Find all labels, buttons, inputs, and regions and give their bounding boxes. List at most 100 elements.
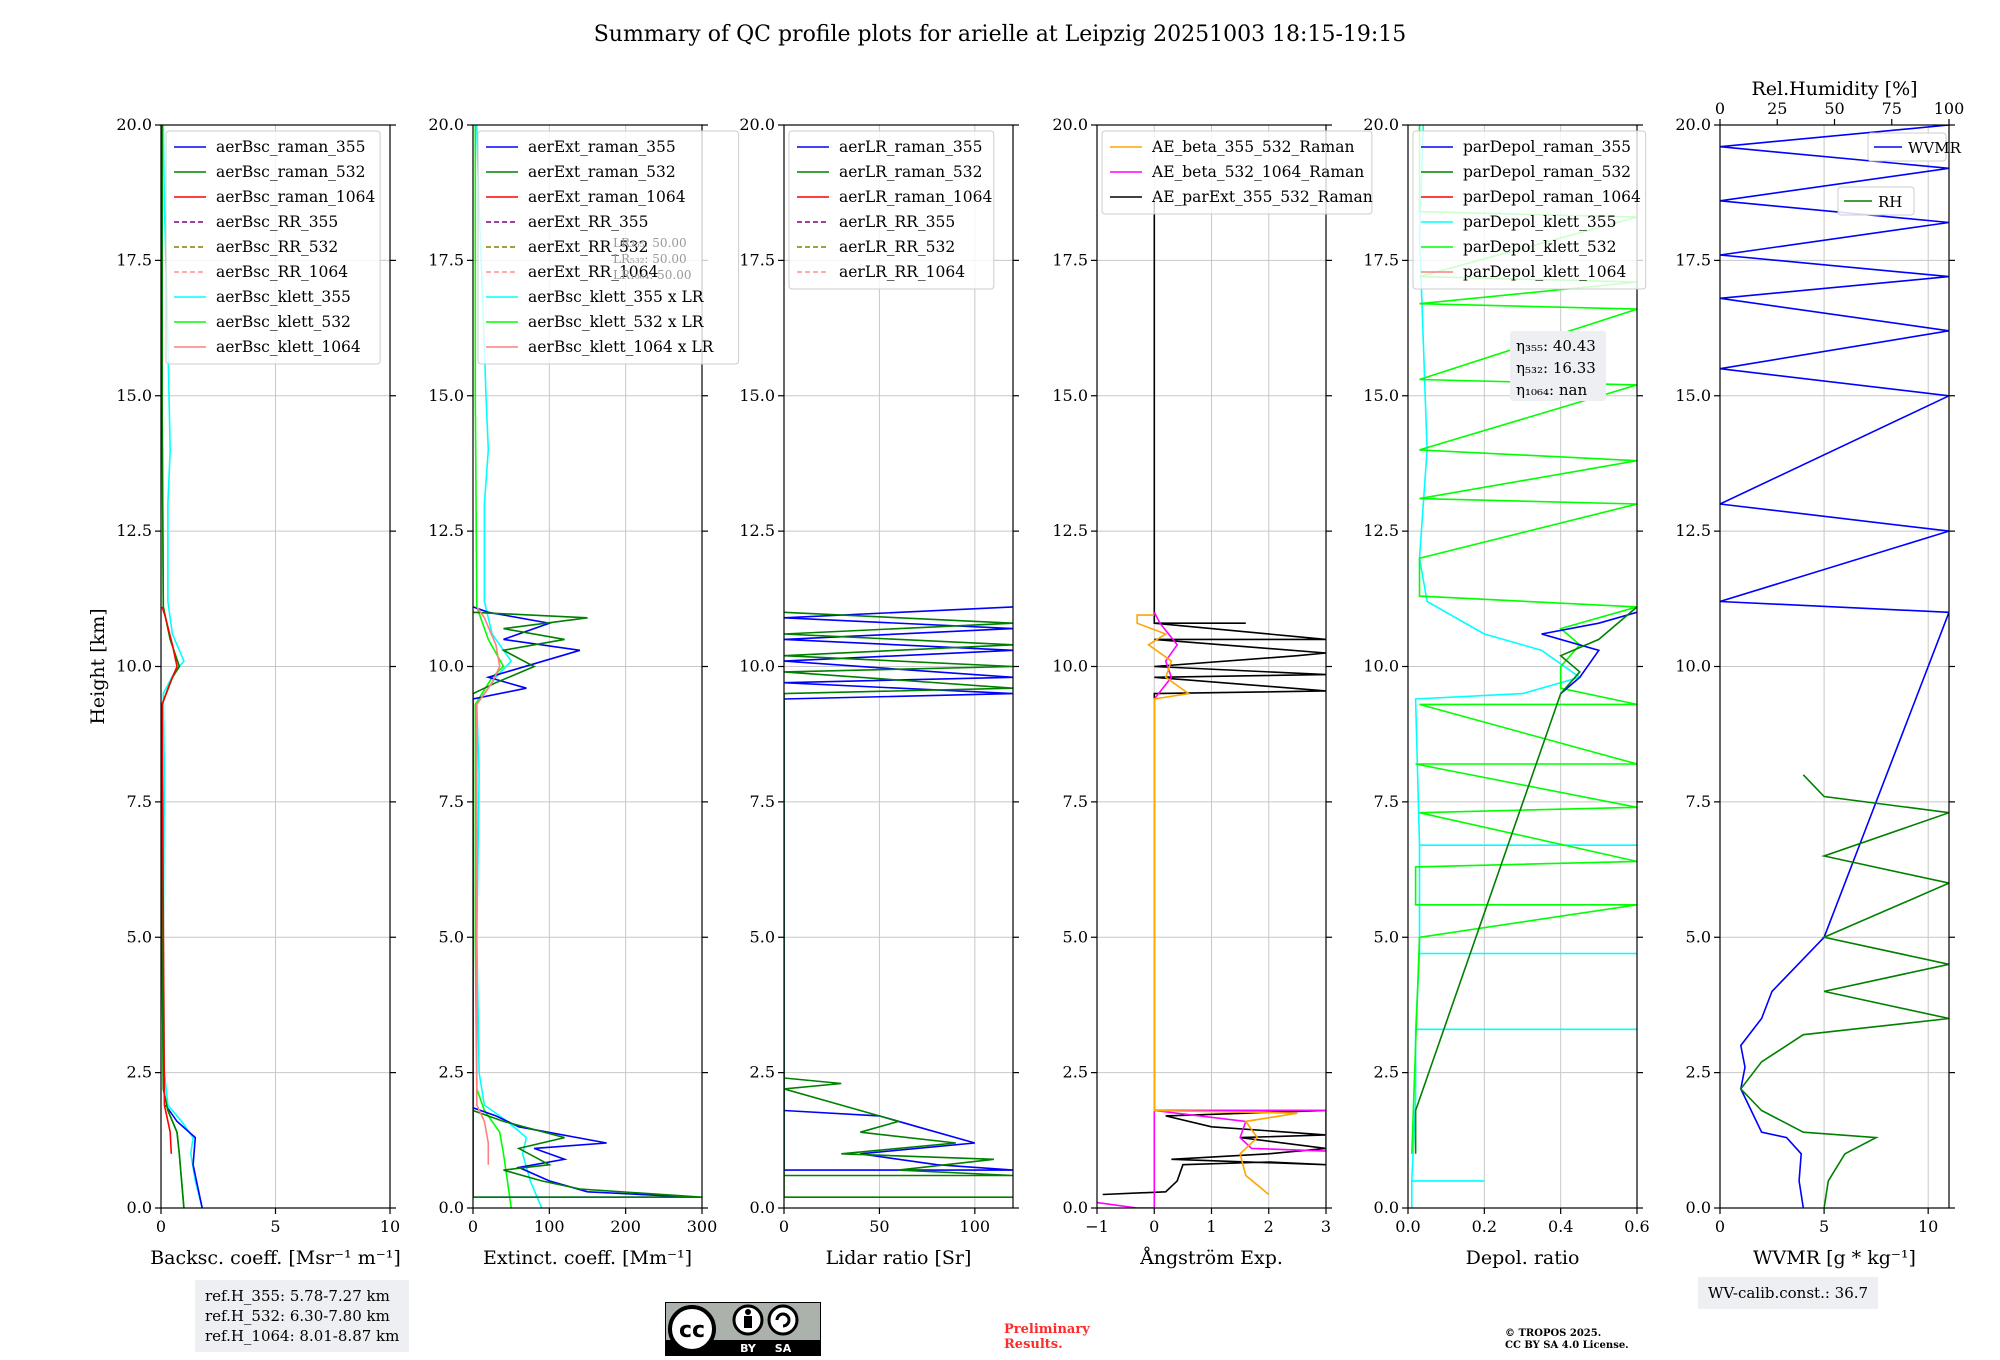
x-tick-label: 0 [779, 1217, 789, 1236]
x-tick-label: 0.4 [1548, 1217, 1573, 1236]
cc-icon-text: cc [679, 1318, 705, 1343]
x-tick-label: −1 [1085, 1217, 1109, 1236]
top-x-tick-label: 100 [1934, 99, 1965, 118]
y-tick-label: 7.5 [1374, 792, 1399, 811]
y-tick-label: 15.0 [1675, 386, 1711, 405]
y-tick-label: 5.0 [1374, 927, 1399, 946]
y-tick-label: 10.0 [1675, 657, 1711, 676]
y-tick-label: 12.5 [116, 521, 152, 540]
x-tick-label: 100 [534, 1217, 565, 1236]
series-group [161, 125, 203, 1208]
eta-label: η₁₀₆₄: nan [1516, 381, 1587, 399]
y-tick-label: 7.5 [750, 792, 775, 811]
y-tick-label: 5.0 [439, 927, 464, 946]
y-tick-label: 7.5 [1686, 792, 1711, 811]
y-tick-label: 12.5 [1363, 521, 1399, 540]
legend-box [1837, 186, 1915, 216]
y-tick-label: 12.5 [1675, 521, 1711, 540]
legend-box [1412, 130, 1647, 290]
preliminary-results-note: Preliminary Results. [1004, 1322, 1090, 1352]
cc-by-sa-logo: cc BY SA [665, 1302, 821, 1356]
y-axis-label: Height [km] [87, 608, 109, 724]
series-line-wvmr [1720, 125, 1949, 1208]
y-tick-label: 2.5 [1686, 1063, 1711, 1082]
x-tick-label: 0 [1149, 1217, 1159, 1236]
cc-icon [668, 1305, 716, 1353]
series-line-aerext-raman-355 [473, 606, 695, 1198]
x-tick-label: 10 [1918, 1217, 1938, 1236]
legend-label: aerExt_raman_1064 [528, 188, 686, 206]
series-line-aerlr-raman-532 [784, 611, 1013, 1198]
y-tick-label: 5.0 [1063, 927, 1088, 946]
y-tick-label: 2.5 [1374, 1063, 1399, 1082]
panel-2: 0.0 2.5 5.0 7.5 10.0 12.5 15.0 17.5 20.0 0 100 200 3… [428, 115, 740, 1269]
series-line-aerbsc-raman-355 [164, 1104, 203, 1208]
legend-box [1867, 132, 1947, 162]
legend-label: aerBsc_klett_355 [216, 288, 351, 306]
legend-label: aerLR_RR_532 [839, 238, 955, 256]
legend-label: parDepol_klett_1064 [1463, 263, 1626, 281]
y-tick-label: 17.5 [1363, 250, 1399, 269]
legend-label: parDepol_klett_532 [1463, 238, 1616, 256]
series-line-rh [1739, 774, 1949, 1208]
x-tick-label: 200 [610, 1217, 641, 1236]
ref-height-355: ref.H_355: 5.78-7.27 km [205, 1287, 390, 1305]
y-tick-label: 20.0 [1052, 115, 1088, 134]
y-tick-label: 2.5 [127, 1063, 152, 1082]
eta-box [1510, 331, 1606, 401]
legend-label: aerBsc_raman_1064 [216, 188, 376, 206]
x-axis-label: Lidar ratio [Sr] [826, 1247, 972, 1269]
y-tick-label: 15.0 [1052, 386, 1088, 405]
wv-calibration-value: WV-calib.const.: 36.7 [1708, 1284, 1869, 1302]
top-x-tick-label: 0 [1715, 99, 1725, 118]
legend-label: WVMR [1908, 139, 1962, 157]
y-tick-label: 12.5 [1052, 521, 1088, 540]
preliminary-line-1: Preliminary [1004, 1322, 1090, 1337]
lidar-ratio-label: LR₅₃₂: 50.00 [613, 252, 687, 266]
y-tick-label: 0.0 [1063, 1198, 1088, 1217]
panel-1: 0.0 2.5 5.0 7.5 10.0 12.5 15.0 17.5 20.0 0 5 10 Back… [116, 115, 400, 1269]
y-tick-label: 17.5 [1052, 250, 1088, 269]
x-tick-label: 300 [687, 1217, 718, 1236]
x-axis-label: Ångström Exp. [1139, 1247, 1283, 1269]
x-tick-label: 0 [156, 1217, 166, 1236]
license-note: © TROPOS 2025. CC BY SA 4.0 License. [1505, 1328, 1629, 1352]
series-line-ae-parext-355-532-raman [1102, 200, 1326, 1196]
license-line-2: CC BY SA 4.0 License. [1505, 1340, 1629, 1351]
y-tick-label: 10.0 [428, 657, 464, 676]
legend-label: parDepol_raman_532 [1463, 163, 1631, 181]
wv-calibration-box: WV-calib.const.: 36.7 [1698, 1277, 1879, 1309]
y-tick-label: 15.0 [116, 386, 152, 405]
panel-3: 0.0 2.5 5.0 7.5 10.0 12.5 15.0 17.5 20.0 0 50 100 Li… [739, 115, 1019, 1269]
legend-label: AE_parExt_355_532_Raman [1151, 188, 1373, 206]
lidar-ratio-label: LR₁₀₆₄: 50.00 [613, 268, 691, 282]
lidar-ratio-label: LR₃₅₅: 50.00 [613, 236, 687, 250]
y-tick-label: 7.5 [127, 792, 152, 811]
x-tick-label: 5 [270, 1217, 280, 1236]
y-tick-label: 20.0 [428, 115, 464, 134]
y-tick-label: 2.5 [750, 1063, 775, 1082]
y-tick-label: 5.0 [750, 927, 775, 946]
panel-4: 0.0 2.5 5.0 7.5 10.0 12.5 15.0 17.5 20.0 −1 0 1 2 3 Ån… [1052, 115, 1372, 1269]
legend-label: aerLR_RR_355 [839, 213, 955, 231]
ref-height-1064: ref.H_1064: 8.01-8.87 km [205, 1327, 400, 1345]
y-tick-label: 12.5 [428, 521, 464, 540]
x-axis-label: WVMR [g * kg⁻¹] [1753, 1247, 1916, 1269]
panel-6: 0.02.55.07.510.012.515.017.520.00 5 10WVMR… [1675, 78, 1964, 1269]
eta-label: η₅₃₂: 16.33 [1516, 359, 1596, 377]
legend-label: aerExt_raman_355 [528, 138, 676, 156]
x-tick-label: 100 [960, 1217, 991, 1236]
y-tick-label: 5.0 [1686, 927, 1711, 946]
legend-label: parDepol_raman_1064 [1463, 188, 1641, 206]
series-group [1097, 200, 1326, 1208]
y-tick-label: 10.0 [1363, 657, 1399, 676]
y-tick-label: 15.0 [739, 386, 775, 405]
legend-label: aerExt_RR_532 [528, 238, 649, 256]
sa-label: SA [775, 1342, 792, 1355]
x-tick-label: 0 [1715, 1217, 1725, 1236]
legend-label: RH [1878, 193, 1902, 211]
legend-label: aerExt_RR_1064 [528, 263, 659, 281]
y-tick-label: 20.0 [1363, 115, 1399, 134]
y-tick-label: 10.0 [739, 657, 775, 676]
y-tick-label: 0.0 [750, 1198, 775, 1217]
